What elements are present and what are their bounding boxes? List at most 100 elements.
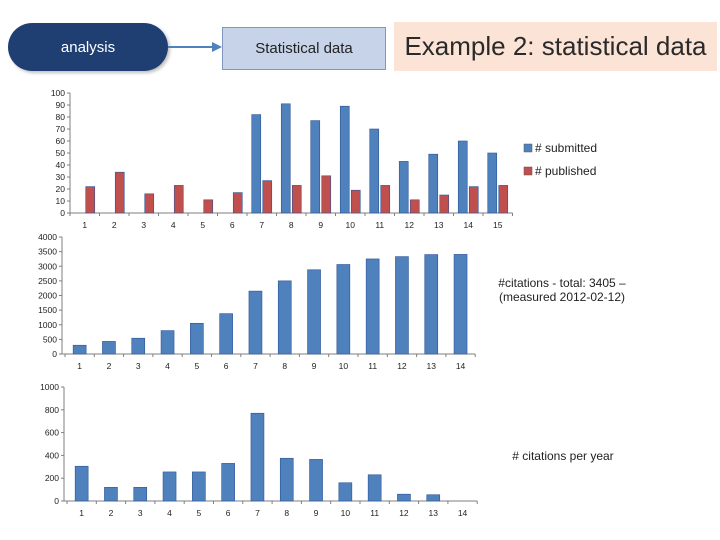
analysis-pill: analysis	[8, 23, 168, 71]
x-tick-label: 3	[136, 361, 141, 371]
chart-annotation: # citations per year	[512, 449, 613, 463]
bar	[104, 487, 118, 502]
x-tick-label: 7	[255, 508, 260, 518]
bar	[279, 457, 294, 502]
x-tick-label: 8	[282, 361, 287, 371]
y-tick-label: 60	[56, 136, 66, 146]
x-tick-label: 9	[318, 220, 323, 230]
slide-title-text: Example 2: statistical data	[404, 31, 707, 61]
x-tick-label: 13	[429, 508, 439, 518]
bar	[72, 344, 87, 355]
y-tick-label: 0	[54, 496, 59, 506]
bar	[248, 290, 263, 355]
x-tick-label: 10	[339, 361, 349, 371]
x-tick-label: 1	[82, 220, 87, 230]
x-tick-label: 7	[253, 361, 258, 371]
y-tick-label: 2000	[38, 291, 57, 301]
bar	[133, 487, 148, 502]
bar	[350, 189, 361, 214]
x-tick-label: 4	[167, 508, 172, 518]
bar	[219, 313, 233, 355]
x-tick-label: 2	[109, 508, 114, 518]
y-tick-label: 2500	[38, 276, 57, 286]
legend-label: # submitted	[535, 141, 597, 155]
x-tick-label: 12	[397, 361, 407, 371]
x-tick-label: 9	[314, 508, 319, 518]
bar	[398, 161, 409, 214]
bar	[339, 105, 350, 214]
y-tick-label: 1000	[40, 382, 59, 392]
y-tick-label: 3000	[38, 261, 57, 271]
bar	[144, 193, 155, 214]
x-tick-label: 2	[107, 361, 112, 371]
x-tick-label: 11	[368, 361, 377, 371]
chart-annotation: (measured 2012-02-12)	[499, 290, 625, 304]
bar	[397, 493, 411, 502]
y-tick-label: 10	[56, 196, 66, 206]
x-tick-label: 5	[194, 361, 199, 371]
x-tick-label: 13	[434, 220, 444, 230]
analysis-label: analysis	[60, 38, 116, 56]
y-tick-label: 600	[45, 428, 59, 438]
y-tick-label: 400	[45, 450, 59, 460]
y-tick-label: 100	[51, 88, 65, 98]
bar	[162, 471, 177, 502]
y-tick-label: 500	[43, 334, 57, 344]
legend-label: # published	[535, 164, 596, 178]
bar	[468, 186, 479, 214]
legend-swatch	[523, 143, 533, 153]
x-tick-label: 14	[456, 361, 466, 371]
x-tick-label: 1	[77, 361, 82, 371]
bar	[336, 264, 351, 355]
y-tick-label: 90	[56, 100, 66, 110]
x-tick-label: 7	[259, 220, 264, 230]
bar	[221, 463, 235, 502]
bar	[409, 199, 420, 214]
bar	[367, 474, 382, 502]
y-tick-label: 20	[56, 184, 66, 194]
bar	[131, 337, 146, 355]
slide-title: Example 2: statistical data	[394, 22, 717, 71]
bar	[232, 192, 243, 214]
arrow-connector	[168, 42, 222, 52]
x-tick-label: 12	[399, 508, 409, 518]
y-tick-label: 0	[52, 349, 57, 359]
y-tick-label: 800	[45, 405, 59, 415]
y-tick-label: 0	[60, 208, 65, 218]
bar	[424, 254, 439, 355]
x-tick-label: 1	[79, 508, 84, 518]
x-tick-label: 5	[200, 220, 205, 230]
bar	[426, 494, 441, 502]
bar	[251, 114, 262, 214]
y-tick-label: 1500	[38, 305, 57, 315]
x-tick-label: 15	[493, 220, 503, 230]
bar	[369, 128, 380, 214]
x-tick-label: 14	[458, 508, 468, 518]
bar	[457, 140, 468, 214]
x-tick-label: 3	[141, 220, 146, 230]
y-tick-label: 30	[56, 172, 66, 182]
bar	[439, 194, 450, 214]
bar	[114, 171, 125, 214]
y-tick-label: 200	[45, 473, 59, 483]
x-tick-label: 9	[312, 361, 317, 371]
bar	[280, 103, 291, 214]
y-tick-label: 80	[56, 112, 66, 122]
x-tick-label: 6	[226, 508, 231, 518]
bar	[102, 341, 116, 355]
bar	[428, 153, 439, 214]
bar	[160, 330, 175, 355]
x-tick-label: 14	[464, 220, 474, 230]
bar	[380, 185, 391, 214]
bar	[321, 175, 332, 214]
arrow-head-icon	[212, 42, 222, 52]
bar	[291, 185, 302, 214]
legend-swatch	[523, 166, 533, 176]
x-tick-label: 2	[112, 220, 117, 230]
x-tick-label: 5	[196, 508, 201, 518]
bar	[262, 180, 273, 214]
bar	[487, 152, 498, 214]
y-tick-label: 4000	[38, 232, 57, 242]
